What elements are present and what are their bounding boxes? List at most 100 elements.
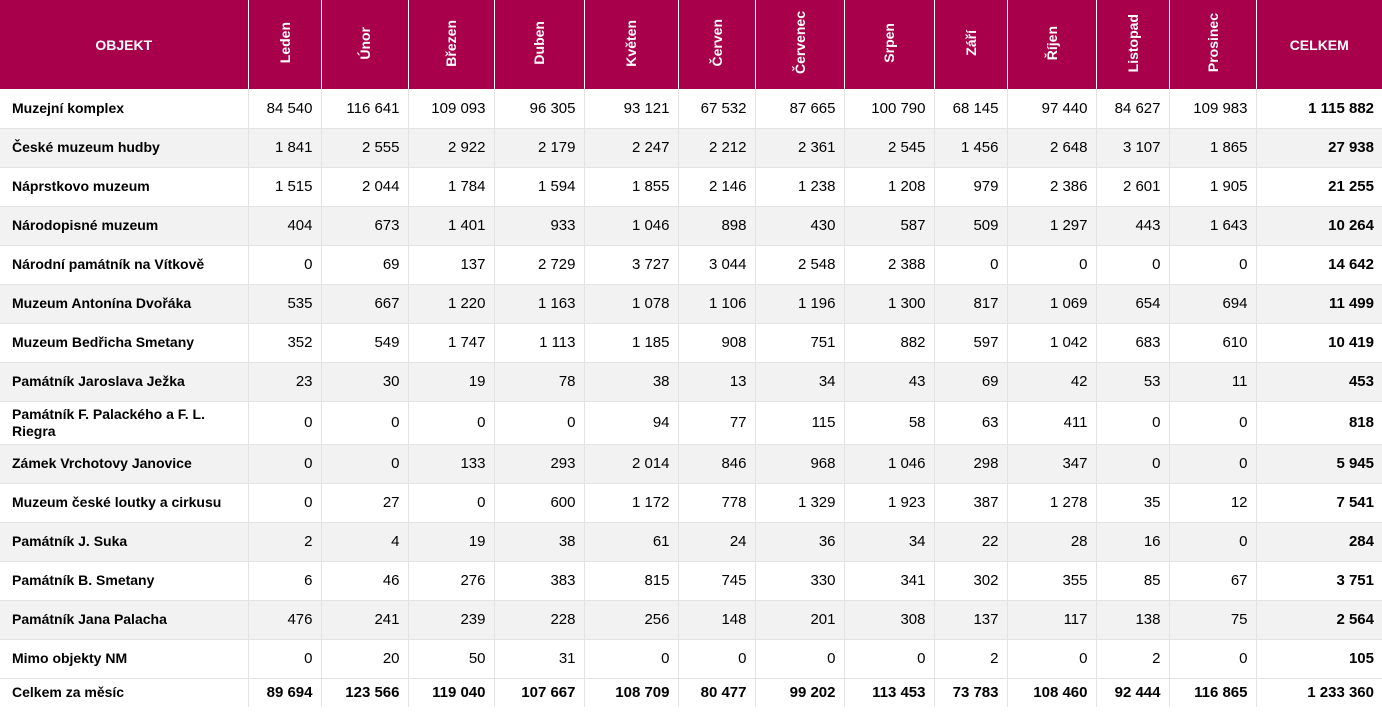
month-value-cell: 24 xyxy=(678,522,756,562)
month-value-cell: 2 179 xyxy=(494,128,585,168)
column-header-month: Září xyxy=(934,0,1008,89)
month-value-cell: 87 665 xyxy=(755,89,845,129)
month-value-cell: 3 107 xyxy=(1096,128,1170,168)
object-name-cell: Muzejní komplex xyxy=(0,89,249,129)
month-value-cell: 587 xyxy=(844,206,935,246)
month-value-cell: 0 xyxy=(1169,444,1257,484)
column-header-month: Červen xyxy=(678,0,756,89)
object-name-cell: Zámek Vrchotovy Janovice xyxy=(0,444,249,484)
column-header-month: Říjen xyxy=(1007,0,1097,89)
header-row: OBJEKT Leden Únor Březen Duben Květen Červen Č… xyxy=(0,0,1382,89)
month-value-cell: 89 694 xyxy=(248,678,322,707)
row-total-cell: 10 264 xyxy=(1256,206,1382,246)
month-value-cell: 0 xyxy=(1169,522,1257,562)
month-value-cell: 61 xyxy=(584,522,679,562)
month-label: Květen xyxy=(623,19,639,67)
object-name-cell: Muzeum Bedřicha Smetany xyxy=(0,323,249,363)
month-value-cell: 19 xyxy=(408,362,495,402)
month-value-cell: 2 014 xyxy=(584,444,679,484)
month-value-cell: 107 667 xyxy=(494,678,585,707)
month-value-cell: 80 477 xyxy=(678,678,756,707)
object-name-cell: Památník F. Palackého a F. L. Riegra xyxy=(0,401,249,445)
month-value-cell: 50 xyxy=(408,639,495,679)
month-value-cell: 2 388 xyxy=(844,245,935,285)
table-row: Památník F. Palackého a F. L. Riegra 0 0 0 0… xyxy=(0,401,1382,445)
month-value-cell: 58 xyxy=(844,401,935,445)
month-value-cell: 2 xyxy=(1096,639,1170,679)
month-value-cell: 0 xyxy=(1007,639,1097,679)
table-header: OBJEKT Leden Únor Březen Duben Květen Červen Č… xyxy=(0,0,1382,89)
month-value-cell: 2 548 xyxy=(755,245,845,285)
month-value-cell: 2 729 xyxy=(494,245,585,285)
month-value-cell: 298 xyxy=(934,444,1008,484)
month-value-cell: 99 202 xyxy=(755,678,845,707)
month-value-cell: 35 xyxy=(1096,483,1170,523)
object-name-cell: Národopisné muzeum xyxy=(0,206,249,246)
month-value-cell: 549 xyxy=(321,323,409,363)
month-value-cell: 93 121 xyxy=(584,89,679,129)
row-total-cell: 7 541 xyxy=(1256,483,1382,523)
month-value-cell: 276 xyxy=(408,561,495,601)
month-value-cell: 1 113 xyxy=(494,323,585,363)
month-value-cell: 1 106 xyxy=(678,284,756,324)
month-value-cell: 1 220 xyxy=(408,284,495,324)
month-value-cell: 383 xyxy=(494,561,585,601)
month-value-cell: 1 594 xyxy=(494,167,585,207)
month-value-cell: 293 xyxy=(494,444,585,484)
month-value-cell: 78 xyxy=(494,362,585,402)
column-header-month: Listopad xyxy=(1096,0,1170,89)
month-label: Červenec xyxy=(791,11,808,75)
month-value-cell: 97 440 xyxy=(1007,89,1097,129)
column-header-month: Duben xyxy=(494,0,585,89)
month-value-cell: 109 983 xyxy=(1169,89,1257,129)
column-header-month: Únor xyxy=(321,0,409,89)
object-name-cell: Náprstkovo muzeum xyxy=(0,167,249,207)
month-value-cell: 108 460 xyxy=(1007,678,1097,707)
month-value-cell: 667 xyxy=(321,284,409,324)
month-value-cell: 0 xyxy=(1007,245,1097,285)
month-value-cell: 347 xyxy=(1007,444,1097,484)
row-total-cell: 453 xyxy=(1256,362,1382,402)
table-row: České muzeum hudby 1 841 2 555 2 922 2 179 2 … xyxy=(0,128,1382,168)
month-value-cell: 2 545 xyxy=(844,128,935,168)
month-value-cell: 3 727 xyxy=(584,245,679,285)
object-name-cell: Muzeum Antonína Dvořáka xyxy=(0,284,249,324)
month-value-cell: 302 xyxy=(934,561,1008,601)
month-value-cell: 133 xyxy=(408,444,495,484)
month-value-cell: 109 093 xyxy=(408,89,495,129)
month-value-cell: 228 xyxy=(494,600,585,640)
month-value-cell: 1 643 xyxy=(1169,206,1257,246)
month-value-cell: 12 xyxy=(1169,483,1257,523)
month-value-cell: 116 641 xyxy=(321,89,409,129)
month-value-cell: 1 923 xyxy=(844,483,935,523)
month-label: Leden xyxy=(276,22,293,64)
month-value-cell: 28 xyxy=(1007,522,1097,562)
month-value-cell: 84 540 xyxy=(248,89,322,129)
month-value-cell: 882 xyxy=(844,323,935,363)
table-row: Národní památník na Vítkově 0 69 137 2 729 3 … xyxy=(0,245,1382,285)
month-value-cell: 96 305 xyxy=(494,89,585,129)
month-value-cell: 239 xyxy=(408,600,495,640)
row-total-cell: 21 255 xyxy=(1256,167,1382,207)
month-value-cell: 1 300 xyxy=(844,284,935,324)
object-name-cell: Muzeum české loutky a cirkusu xyxy=(0,483,249,523)
table-row: Muzeum české loutky a cirkusu 0 27 0 600 1 17… xyxy=(0,483,1382,523)
month-value-cell: 67 532 xyxy=(678,89,756,129)
month-value-cell: 23 xyxy=(248,362,322,402)
month-value-cell: 1 208 xyxy=(844,167,935,207)
month-value-cell: 815 xyxy=(584,561,679,601)
table-row: Muzejní komplex 84 540 116 641 109 093 96 30… xyxy=(0,89,1382,129)
month-value-cell: 1 278 xyxy=(1007,483,1097,523)
month-value-cell: 933 xyxy=(494,206,585,246)
row-total-cell: 284 xyxy=(1256,522,1382,562)
month-value-cell: 0 xyxy=(755,639,845,679)
table-row: Památník Jaroslava Ježka 23 30 19 78 38 13 34 43… xyxy=(0,362,1382,402)
month-value-cell: 138 xyxy=(1096,600,1170,640)
month-value-cell: 68 145 xyxy=(934,89,1008,129)
row-total-cell: 5 945 xyxy=(1256,444,1382,484)
month-value-cell: 1 841 xyxy=(248,128,322,168)
month-value-cell: 3 044 xyxy=(678,245,756,285)
month-value-cell: 0 xyxy=(1096,401,1170,445)
month-value-cell: 535 xyxy=(248,284,322,324)
month-value-cell: 53 xyxy=(1096,362,1170,402)
